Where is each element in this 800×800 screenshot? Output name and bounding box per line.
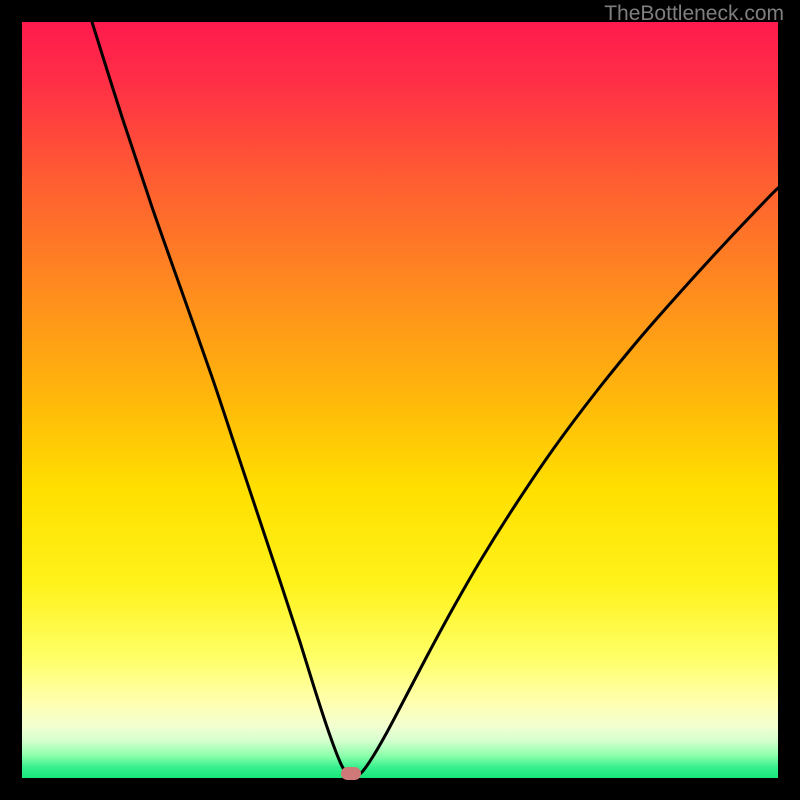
plot-area (22, 22, 778, 778)
chart-frame: TheBottleneck.com (0, 0, 800, 800)
valley-marker (341, 767, 361, 780)
bottleneck-curve (22, 22, 778, 778)
